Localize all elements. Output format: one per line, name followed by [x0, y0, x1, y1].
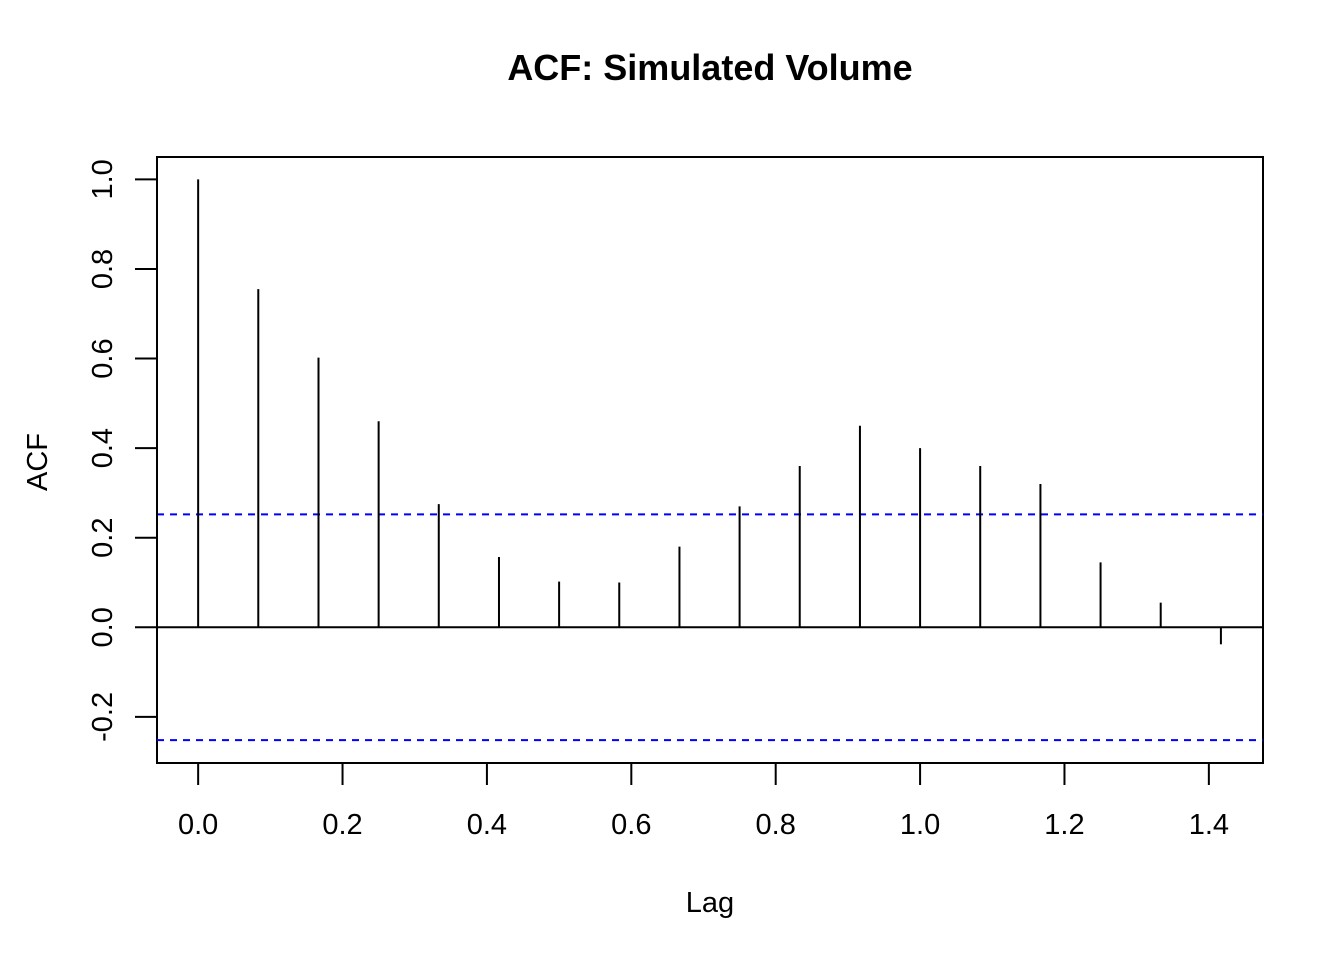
x-axis-label: Lag: [686, 887, 734, 919]
y-tick-label: -0.2: [87, 692, 119, 742]
y-axis: -0.2 0.0 0.2 0.4 0.6 0.8 1.0: [87, 159, 158, 742]
x-tick-label: 0.8: [756, 809, 796, 841]
acf-bars: [197, 179, 1222, 645]
plot-frame: [156, 156, 1264, 764]
x-tick-label: 0.2: [322, 809, 362, 841]
x-tick-label: 1.2: [1044, 809, 1084, 841]
x-tick-label: 0.0: [178, 809, 218, 841]
x-tick-label: 1.4: [1189, 809, 1229, 841]
x-axis: 0.0 0.2 0.4 0.6 0.8 1.0 1.2 1.4: [178, 762, 1229, 841]
y-tick-label: 0.6: [87, 338, 119, 378]
y-tick-label: 0.2: [87, 518, 119, 558]
y-tick-label: 0.8: [87, 249, 119, 289]
y-tick-label: 1.0: [87, 159, 119, 199]
x-tick-label: 0.4: [467, 809, 507, 841]
y-axis-label: ACF: [22, 433, 54, 491]
x-tick-label: 0.6: [611, 809, 651, 841]
confidence-bounds: [157, 513, 1263, 742]
y-tick-label: 0.0: [87, 607, 119, 647]
chart-title: ACF: Simulated Volume: [507, 47, 912, 88]
y-tick-label: 0.4: [87, 428, 119, 468]
x-tick-label: 1.0: [900, 809, 940, 841]
